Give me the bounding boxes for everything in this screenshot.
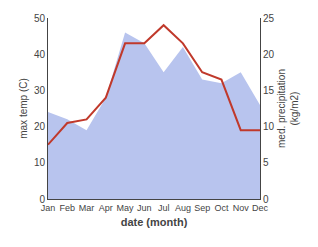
svg-text:Sep: Sep <box>194 203 210 213</box>
svg-text:20: 20 <box>34 121 46 132</box>
svg-text:Nov: Nov <box>233 203 250 213</box>
svg-text:Feb: Feb <box>60 203 76 213</box>
svg-text:25: 25 <box>263 13 275 24</box>
svg-text:40: 40 <box>34 49 46 60</box>
svg-text:Jun: Jun <box>137 203 152 213</box>
svg-text:Aug: Aug <box>175 203 191 213</box>
svg-text:10: 10 <box>34 157 46 168</box>
svg-text:May: May <box>117 203 135 213</box>
svg-text:med. precipitation(kg/m2): med. precipitation(kg/m2) <box>276 69 300 148</box>
svg-text:date (month): date (month) <box>121 216 188 228</box>
svg-text:15: 15 <box>263 85 275 96</box>
svg-text:10: 10 <box>263 121 275 132</box>
svg-text:Dec: Dec <box>252 203 269 213</box>
svg-text:Apr: Apr <box>99 203 113 213</box>
svg-text:0: 0 <box>39 194 45 205</box>
svg-text:Jul: Jul <box>158 203 170 213</box>
svg-text:max temp (C): max temp (C) <box>18 78 29 139</box>
svg-text:20: 20 <box>263 49 275 60</box>
svg-text:Mar: Mar <box>79 203 95 213</box>
svg-text:5: 5 <box>263 157 269 168</box>
svg-text:Oct: Oct <box>214 203 229 213</box>
svg-text:30: 30 <box>34 85 46 96</box>
svg-text:Jan: Jan <box>41 203 56 213</box>
svg-text:0: 0 <box>263 194 269 205</box>
svg-text:50: 50 <box>34 13 46 24</box>
